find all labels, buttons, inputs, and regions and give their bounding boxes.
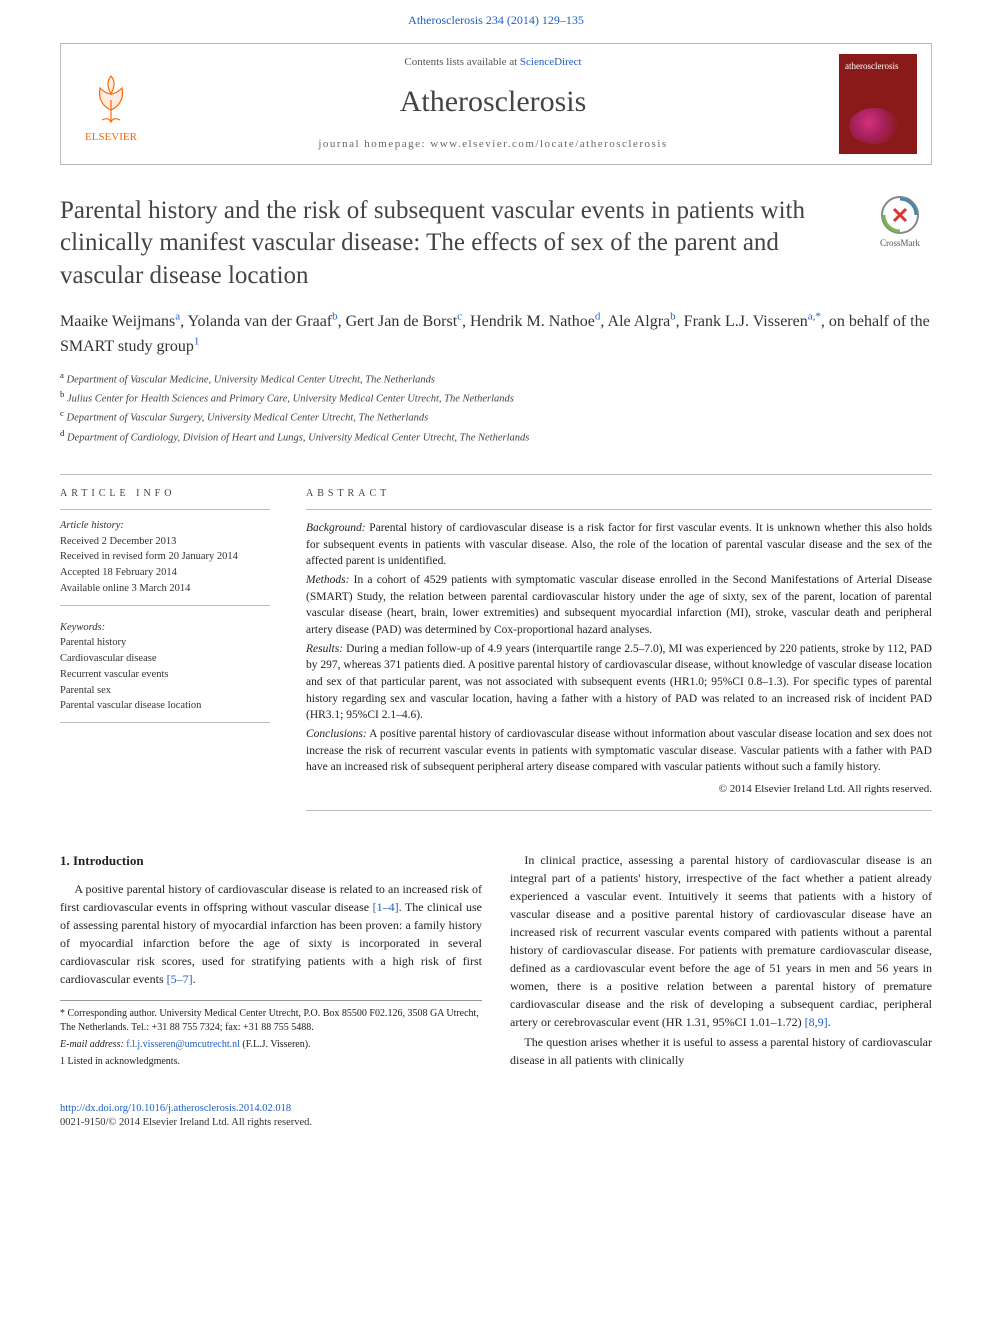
page-footer: http://dx.doi.org/10.1016/j.atherosclero…	[0, 1092, 992, 1151]
body-paragraph: The question arises whether it is useful…	[510, 1033, 932, 1069]
footnote-1: 1 Listed in acknowledgments.	[60, 1055, 482, 1069]
keyword: Parental history	[60, 635, 270, 651]
article-history-block: Article history: Received 2 December 201…	[60, 509, 270, 606]
keyword: Parental vascular disease location	[60, 698, 270, 714]
crossmark-badge[interactable]: CrossMark	[868, 195, 932, 250]
journal-homepage-line: journal homepage: www.elsevier.com/locat…	[163, 137, 823, 152]
body-paragraph: A positive parental history of cardiovas…	[60, 880, 482, 988]
affiliation: a Department of Vascular Medicine, Unive…	[60, 369, 932, 388]
doi-link[interactable]: http://dx.doi.org/10.1016/j.atherosclero…	[60, 1103, 291, 1114]
affiliations-list: a Department of Vascular Medicine, Unive…	[60, 369, 932, 446]
contents-available-line: Contents lists available at ScienceDirec…	[163, 55, 823, 70]
article-title: Parental history and the risk of subsequ…	[60, 195, 850, 293]
corresponding-email-link[interactable]: f.l.j.visseren@umcutrecht.nl	[126, 1039, 240, 1050]
body-two-column: 1. Introduction A positive parental hist…	[60, 851, 932, 1072]
history-item: Received in revised form 20 January 2014	[60, 549, 270, 565]
article-info-column: ARTICLE INFO Article history: Received 2…	[60, 475, 270, 811]
authors-text: Maaike Weijmansa, Yolanda van der Graafb…	[60, 313, 930, 355]
abstract-column: ABSTRACT Background: Parental history of…	[306, 475, 932, 811]
sciencedirect-link[interactable]: ScienceDirect	[520, 56, 582, 68]
citation-link[interactable]: [5–7]	[167, 972, 193, 986]
history-item: Accepted 18 February 2014	[60, 565, 270, 581]
section-heading-introduction: 1. Introduction	[60, 851, 482, 871]
journal-homepage-url[interactable]: www.elsevier.com/locate/atherosclerosis	[430, 138, 667, 150]
crossmark-icon	[880, 195, 920, 235]
running-header: Atherosclerosis 234 (2014) 129–135	[0, 0, 992, 35]
publisher-name: ELSEVIER	[85, 130, 137, 145]
affiliation: b Julius Center for Health Sciences and …	[60, 388, 932, 407]
keywords-label: Keywords:	[60, 620, 270, 636]
history-item: Available online 3 March 2014	[60, 581, 270, 597]
keyword: Parental sex	[60, 683, 270, 699]
author-list: Maaike Weijmansa, Yolanda van der Graafb…	[60, 308, 932, 359]
citation-link[interactable]: [8,9]	[805, 1015, 828, 1029]
history-item: Received 2 December 2013	[60, 534, 270, 550]
info-abstract-row: ARTICLE INFO Article history: Received 2…	[60, 474, 932, 811]
citation-link[interactable]: [1–4]	[373, 900, 399, 914]
masthead-center: Contents lists available at ScienceDirec…	[163, 55, 823, 152]
article-history-label: Article history:	[60, 518, 270, 534]
keyword: Recurrent vascular events	[60, 667, 270, 683]
journal-title: Atherosclerosis	[163, 81, 823, 123]
abstract-text: Background: Parental history of cardiova…	[306, 509, 932, 811]
title-row: Parental history and the risk of subsequ…	[60, 195, 932, 293]
issn-copyright: 0021-9150/© 2014 Elsevier Ireland Ltd. A…	[60, 1117, 312, 1128]
journal-masthead: ELSEVIER Contents lists available at Sci…	[60, 43, 932, 165]
journal-reference[interactable]: Atherosclerosis 234 (2014) 129–135	[408, 13, 584, 27]
article-info-label: ARTICLE INFO	[60, 475, 270, 509]
body-paragraph: In clinical practice, assessing a parent…	[510, 851, 932, 1031]
abstract-copyright: © 2014 Elsevier Ireland Ltd. All rights …	[306, 782, 932, 798]
affiliation: c Department of Vascular Surgery, Univer…	[60, 407, 932, 426]
email-line: E-mail address: f.l.j.visseren@umcutrech…	[60, 1038, 482, 1052]
keyword: Cardiovascular disease	[60, 651, 270, 667]
footnotes-block: * Corresponding author. University Medic…	[60, 1000, 482, 1069]
abstract-label: ABSTRACT	[306, 475, 932, 509]
elsevier-tree-icon	[84, 70, 138, 126]
publisher-logo[interactable]: ELSEVIER	[75, 62, 147, 146]
keywords-block: Keywords: Parental history Cardiovascula…	[60, 612, 270, 724]
article-content: Parental history and the risk of subsequ…	[0, 185, 992, 1092]
affiliation: d Department of Cardiology, Division of …	[60, 427, 932, 446]
journal-cover-thumbnail[interactable]: atherosclerosis	[839, 54, 917, 154]
corresponding-author-note: * Corresponding author. University Medic…	[60, 1007, 482, 1035]
